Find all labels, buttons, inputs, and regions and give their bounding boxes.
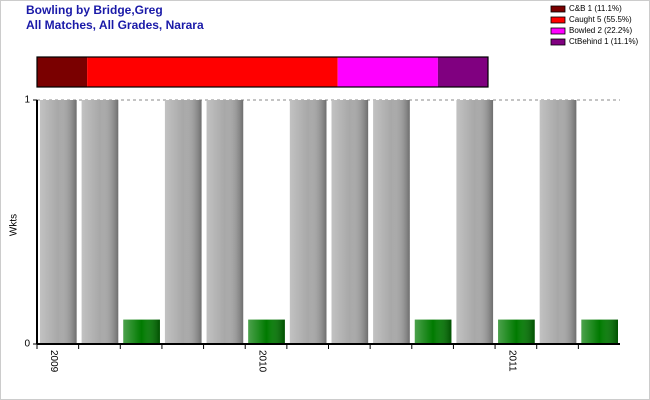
bar-shade xyxy=(456,100,494,344)
bar-shade xyxy=(414,319,452,344)
bar-shade xyxy=(206,100,244,344)
y-tick-label: 1 xyxy=(24,95,30,106)
bar-shade xyxy=(40,100,77,344)
legend-label: Caught 5 (55.5%) xyxy=(569,15,632,24)
bar-shade xyxy=(373,100,410,344)
stack-segment xyxy=(437,57,488,87)
bar-shade xyxy=(539,100,577,344)
y-axis-label: Wkts xyxy=(9,214,20,236)
bar-shade xyxy=(581,319,618,344)
bar-shade xyxy=(123,319,160,344)
legend-label: Bowled 2 (22.2%) xyxy=(569,26,632,35)
x-tick-label: 2009 xyxy=(48,350,59,373)
legend-swatch xyxy=(550,16,566,24)
chart-title: Bowling by Bridge,Greg xyxy=(26,3,163,17)
legend-label: CtBehind 1 (11.1%) xyxy=(569,37,639,46)
y-tick-label: 0 xyxy=(24,339,30,350)
bar-shade xyxy=(498,319,535,344)
legend-label: C&B 1 (11.1%) xyxy=(569,4,622,13)
x-tick-label: 2011 xyxy=(506,350,517,372)
bar-shade xyxy=(248,319,285,344)
bar-shade xyxy=(81,100,119,344)
stack-outline xyxy=(36,56,489,88)
stack-segment xyxy=(37,57,88,87)
x-tick-label: 2010 xyxy=(256,350,267,373)
legend-swatch xyxy=(550,38,566,46)
stack-segment xyxy=(87,57,338,87)
bar-shade xyxy=(164,100,202,344)
legend-swatch xyxy=(550,27,566,35)
bar-shade xyxy=(289,100,327,344)
stack-segment xyxy=(337,57,438,87)
chart-subtitle: All Matches, All Grades, Narara xyxy=(26,18,204,32)
legend-swatch xyxy=(550,5,566,13)
bar-shade xyxy=(331,100,369,344)
